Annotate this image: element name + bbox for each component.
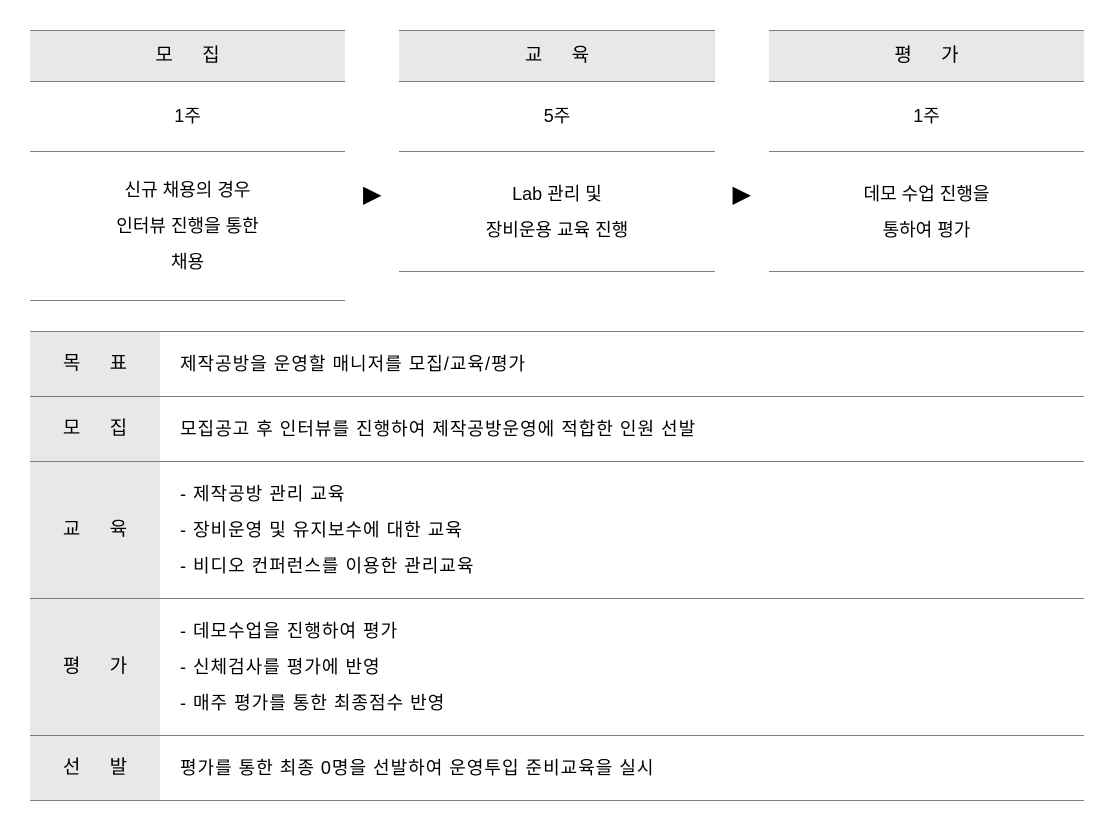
flow-column-evaluation: 평 가 1주 데모 수업 진행을 통하여 평가 [769, 30, 1084, 301]
flow-duration-evaluation: 1주 [769, 82, 1084, 152]
table-row: 모 집 모집공고 후 인터뷰를 진행하여 제작공방운영에 적합한 인원 선발 [30, 397, 1084, 462]
flow-column-training: 교 육 5주 Lab 관리 및 장비운용 교육 진행 [399, 30, 714, 301]
detail-table: 목 표 제작공방을 운영할 매니저를 모집/교육/평가 모 집 모집공고 후 인… [30, 331, 1084, 801]
table-row: 평 가 - 데모수업을 진행하여 평가 - 신체검사를 평가에 반영 - 매주 … [30, 599, 1084, 736]
flow-column-recruit: 모 집 1주 신규 채용의 경우 인터뷰 진행을 통한 채용 [30, 30, 345, 301]
arrow-icon: ▶ [715, 90, 769, 301]
table-row: 선 발 평가를 통한 최종 0명을 선발하여 운영투입 준비교육을 실시 [30, 736, 1084, 801]
table-row: 교 육 - 제작공방 관리 교육 - 장비운영 및 유지보수에 대한 교육 - … [30, 462, 1084, 599]
arrow-icon: ▶ [345, 90, 399, 301]
flow-duration-recruit: 1주 [30, 82, 345, 152]
row-label-evaluation: 평 가 [30, 599, 160, 736]
row-content-recruit: 모집공고 후 인터뷰를 진행하여 제작공방운영에 적합한 인원 선발 [160, 397, 1084, 462]
process-flow: 모 집 1주 신규 채용의 경우 인터뷰 진행을 통한 채용 ▶ 교 육 5주 … [30, 30, 1084, 301]
flow-duration-training: 5주 [399, 82, 714, 152]
flow-header-training: 교 육 [399, 30, 714, 82]
flow-desc-evaluation: 데모 수업 진행을 통하여 평가 [769, 152, 1084, 272]
row-label-selection: 선 발 [30, 736, 160, 801]
flow-desc-training: Lab 관리 및 장비운용 교육 진행 [399, 152, 714, 272]
row-label-recruit: 모 집 [30, 397, 160, 462]
row-label-training: 교 육 [30, 462, 160, 599]
row-content-selection: 평가를 통한 최종 0명을 선발하여 운영투입 준비교육을 실시 [160, 736, 1084, 801]
flow-header-evaluation: 평 가 [769, 30, 1084, 82]
row-content-evaluation: - 데모수업을 진행하여 평가 - 신체검사를 평가에 반영 - 매주 평가를 … [160, 599, 1084, 736]
row-label-goal: 목 표 [30, 332, 160, 397]
row-content-training: - 제작공방 관리 교육 - 장비운영 및 유지보수에 대한 교육 - 비디오 … [160, 462, 1084, 599]
table-row: 목 표 제작공방을 운영할 매니저를 모집/교육/평가 [30, 332, 1084, 397]
row-content-goal: 제작공방을 운영할 매니저를 모집/교육/평가 [160, 332, 1084, 397]
flow-header-recruit: 모 집 [30, 30, 345, 82]
flow-desc-recruit: 신규 채용의 경우 인터뷰 진행을 통한 채용 [30, 152, 345, 301]
